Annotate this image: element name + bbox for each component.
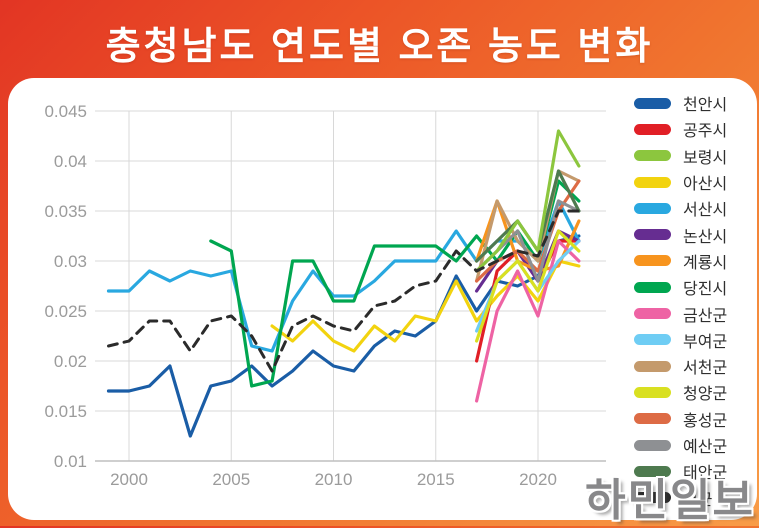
legend-item-논산시: 논산시 [634,221,754,247]
legend-item-평균: 평균 [634,484,754,510]
series-line-서산시 [106,199,581,353]
legend-swatch [634,465,671,477]
legend-swatch [634,229,671,241]
legend-label: 천안시 [683,97,728,115]
y-tick-label: 0.04 [54,152,87,171]
y-tick-label: 0.03 [54,252,87,271]
legend-label: 아산시 [683,176,728,194]
legend-label: 논산시 [683,228,728,246]
y-tick-label: 0.035 [44,202,87,221]
series-line-금산군 [475,239,581,403]
series-line-아산시 [270,259,581,353]
x-tick-label: 2005 [212,470,250,489]
x-tick-label: 2020 [519,470,557,489]
legend-label: 홍성군 [683,412,728,430]
legend-item-아산시: 아산시 [634,169,754,195]
series-line-서천군 [475,169,581,283]
legend-swatch [634,202,671,214]
legend-label: 평균 [683,491,713,509]
legend-swatch [634,255,671,267]
legend-item-당진시: 당진시 [634,274,754,300]
legend-swatch [634,97,671,109]
legend-label: 당진시 [683,281,728,299]
legend-item-공주시: 공주시 [634,116,754,142]
legend-item-부여군: 부여군 [634,327,754,353]
legend-label: 태안군 [683,465,728,483]
y-tick-label: 0.02 [54,352,87,371]
legend-swatch [634,308,671,320]
legend-item-천안시: 천안시 [634,90,754,116]
legend-swatch [634,176,671,188]
legend-item-금산군: 금산군 [634,300,754,326]
legend-swatch [634,360,671,372]
legend-item-보령시: 보령시 [634,143,754,169]
x-tick-label: 2000 [110,470,148,489]
legend-swatch [634,492,671,504]
legend-item-예산군: 예산군 [634,432,754,458]
y-tick-label: 0.01 [54,452,87,471]
legend-item-태안군: 태안군 [634,458,754,484]
legend-swatch [634,150,671,162]
legend-swatch [634,334,671,346]
legend-label: 부여군 [683,333,728,351]
page-title: 충청남도 연도별 오존 농도 변화 [105,25,654,68]
legend-swatch [634,123,671,135]
legend-swatch [634,413,671,425]
legend-item-청양군: 청양군 [634,379,754,405]
legend-label: 청양군 [683,386,728,404]
x-tick-label: 2010 [315,470,353,489]
legend-swatch [634,439,671,451]
series-line-청양군 [475,229,581,343]
legend-item-계룡시: 계룡시 [634,248,754,274]
legend-label: 서천군 [683,360,728,378]
ozone-chart: 0.045 0.04 0.035 0.03 0.025 0.02 0.015 0.01 2000… [44,102,606,489]
series-line-평균 [107,209,581,373]
watermark: 하민일보 [585,476,755,525]
title-bar: 충청남도 연도별 오존 농도 변화 [0,8,759,76]
legend-label: 계룡시 [683,254,728,272]
legend-label: 금산군 [683,307,728,325]
y-tick-label: 0.045 [44,102,87,121]
legend-swatch [634,281,671,293]
chart-panel: 0.045 0.04 0.035 0.03 0.025 0.02 0.015 0.01 2000… [8,78,757,520]
legend-label: 서산시 [683,202,728,220]
legend-item-서산시: 서산시 [634,195,754,221]
legend-item-홍성군: 홍성군 [634,406,754,432]
legend-swatch [634,386,671,398]
x-tick-label: 2015 [417,470,455,489]
legend-label: 예산군 [683,439,728,456]
legend-label: 보령시 [683,149,728,167]
series-line-천안시 [106,234,581,438]
legend-label: 공주시 [683,123,728,141]
series-line-보령시 [475,129,581,273]
y-tick-label: 0.015 [44,402,87,421]
legend-item-서천군: 서천군 [634,353,754,379]
y-tick-label: 0.025 [44,302,87,321]
